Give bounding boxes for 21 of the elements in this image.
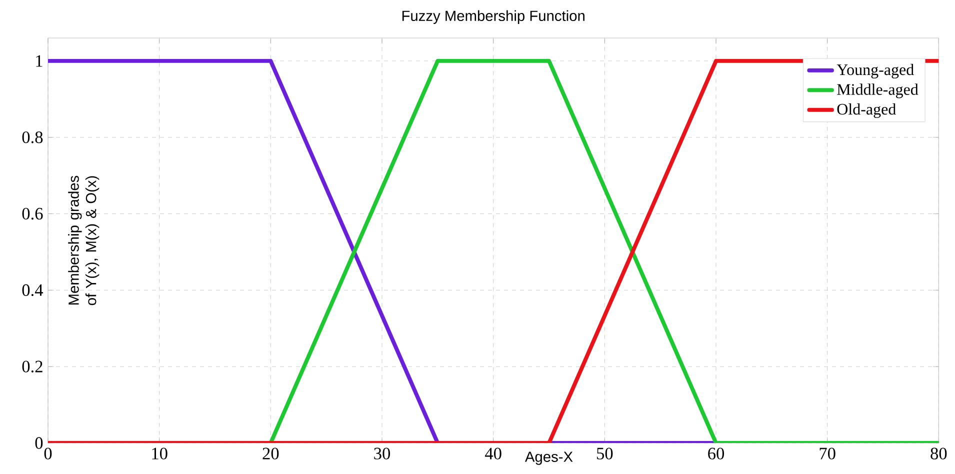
y-tick-label: 0 <box>35 437 43 449</box>
legend-label: Old-aged <box>837 103 896 118</box>
x-tick-label: 80 <box>930 448 947 460</box>
x-tick-label: 40 <box>485 448 502 460</box>
y-tick-label: 0.4 <box>22 284 44 296</box>
x-tick-label: 70 <box>820 448 836 460</box>
x-tick-label: 20 <box>262 448 279 460</box>
x-axis-title: Ages-X <box>524 452 573 465</box>
x-tick-label: 60 <box>708 448 724 460</box>
legend-label: Young-aged <box>836 64 914 78</box>
y-axis-title: Membership grades of Y(x), M(x) & O(x) <box>68 176 100 306</box>
y-tick-label: 0.2 <box>22 360 42 372</box>
y-tick-label: 0.8 <box>22 131 43 144</box>
x-tick-label: 30 <box>374 448 390 460</box>
x-tick-label: 50 <box>597 448 613 460</box>
x-tick-label: 0 <box>44 448 52 460</box>
legend-label: Middle-aged <box>837 84 918 98</box>
y-tick-label: 1 <box>36 55 42 67</box>
chart-title: Fuzzy Membership Function <box>402 10 584 24</box>
x-tick-label: 10 <box>152 448 168 460</box>
y-tick-label: 0.6 <box>22 208 43 220</box>
